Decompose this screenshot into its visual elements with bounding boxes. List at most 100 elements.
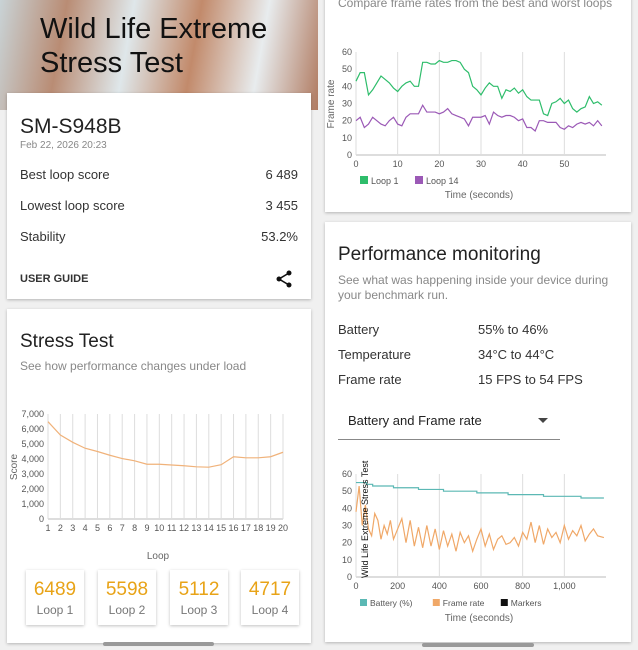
tile-score: 5598	[105, 579, 149, 600]
x-tick-label: 0	[353, 581, 358, 591]
x-tick-label: 9	[144, 523, 149, 533]
loop-tile[interactable]: 6489 Loop 1	[26, 570, 84, 625]
battery-line	[356, 481, 604, 499]
x-tick-label: 14	[204, 523, 214, 533]
x-tick-label: 8	[132, 523, 137, 533]
chart-type-dropdown[interactable]: Battery and Frame rate	[338, 406, 560, 440]
legend-swatch	[432, 599, 440, 606]
x-tick-label: 11	[167, 523, 176, 533]
value: 55% to 46%	[478, 322, 549, 337]
tile-score: 4717	[248, 579, 292, 600]
legend-label: Battery (%)	[370, 598, 413, 608]
compare-subtitle: Compare frame rates from the best and wo…	[338, 0, 613, 10]
x-axis-title: Loop	[147, 551, 170, 562]
x-tick-label: 19	[266, 523, 276, 533]
value: 3 455	[265, 198, 298, 213]
y-tick-label: 30	[342, 99, 352, 109]
x-tick-label: 6	[107, 523, 112, 533]
x-tick-label: 30	[476, 159, 486, 169]
x-tick-label: 600	[473, 581, 488, 591]
user-guide-button[interactable]: USER GUIDE	[20, 273, 89, 285]
summary-card: SM-S948B Feb 22, 2026 20:23 Best loop sc…	[7, 93, 311, 299]
value: 15 FPS to 54 FPS	[478, 372, 583, 387]
perf-title: Performance monitoring	[338, 244, 541, 265]
stability-row: Stability 53.2%	[20, 229, 298, 244]
legend-swatch	[360, 176, 368, 184]
y-tick-label: 60	[342, 469, 352, 479]
y-tick-label: 50	[342, 486, 352, 496]
x-tick-label: 3	[70, 523, 75, 533]
x-tick-label: 18	[253, 523, 263, 533]
tile-label: Loop 1	[36, 603, 74, 617]
x-tick-label: 12	[179, 523, 189, 533]
x-tick-label: 20	[434, 159, 444, 169]
perf-subtitle: See what was happening inside your devic…	[338, 273, 609, 302]
y-axis-title: Score	[9, 454, 20, 481]
stress-subtitle: See how performance changes under load	[20, 359, 247, 373]
y-tick-label: 40	[342, 503, 352, 513]
legend-swatch	[415, 176, 423, 184]
x-tick-label: 10	[154, 523, 164, 533]
y-tick-label: 0	[39, 514, 44, 524]
frame-rate-compare-chart: 0 10 20 30 40 50 60 0 10 20 30 40 50 Loop 1 Loop 14 Tim…	[326, 47, 606, 201]
series-line-loop-14	[355, 103, 603, 132]
x-tick-label: 1	[45, 523, 50, 533]
x-tick-label: 40	[518, 159, 528, 169]
value: 6 489	[265, 167, 298, 182]
y-axis-title: Frame rate	[326, 79, 337, 128]
value: 53.2%	[261, 229, 298, 244]
x-tick-label: 7	[120, 523, 125, 533]
lowest-loop-row: Lowest loop score 3 455	[20, 198, 298, 213]
x-tick-label: 13	[191, 523, 201, 533]
y-tick-label: 6,000	[21, 424, 44, 434]
y-tick-label: 3,000	[21, 469, 44, 479]
loop-tile[interactable]: 5598 Loop 2	[98, 570, 156, 625]
y-tick-label: 40	[342, 81, 352, 91]
y-tick-label: 0	[347, 150, 352, 160]
legend-label: Loop 1	[371, 176, 399, 186]
legend-label: Frame rate	[443, 598, 485, 608]
horizontal-scrollbar[interactable]	[422, 643, 534, 647]
legend-swatch	[500, 599, 508, 606]
x-tick-label: 20	[278, 523, 288, 533]
loop-tile[interactable]: 5112 Loop 3	[170, 570, 228, 625]
label: Lowest loop score	[20, 198, 125, 213]
y-tick-label: 7,000	[21, 409, 44, 419]
legend-swatch	[360, 599, 367, 606]
label: Frame rate	[338, 372, 402, 387]
x-tick-label: 400	[432, 581, 447, 591]
temperature-row: Temperature 34°C to 44°C	[338, 347, 554, 362]
horizontal-scrollbar[interactable]	[103, 642, 214, 646]
battery-row: Battery 55% to 46%	[338, 322, 548, 337]
tile-score: 5112	[178, 579, 220, 600]
x-tick-label: 17	[241, 523, 251, 533]
y-tick-label: 4,000	[21, 454, 44, 464]
header-banner: Wild Life Extreme Stress Test	[0, 0, 318, 110]
x-tick-label: 1,000	[553, 581, 576, 591]
y-tick-label: 2,000	[21, 484, 44, 494]
x-tick-label: 16	[229, 523, 239, 533]
legend-label: Markers	[511, 598, 542, 608]
best-loop-row: Best loop score 6 489	[20, 167, 298, 182]
x-tick-label: 2	[58, 523, 63, 533]
series-line-loop-1	[355, 59, 603, 117]
legend-label: Loop 14	[426, 176, 459, 186]
share-icon[interactable]	[275, 270, 293, 288]
x-tick-label: 800	[515, 581, 530, 591]
tile-label: Loop 2	[108, 603, 146, 617]
x-tick-label: 10	[393, 159, 403, 169]
label: Battery	[338, 322, 380, 337]
value: 34°C to 44°C	[478, 347, 555, 362]
frame-rate-row: Frame rate 15 FPS to 54 FPS	[338, 372, 583, 387]
performance-card: Performance monitoring See what was happ…	[325, 222, 631, 642]
tile-label: Loop 4	[251, 603, 289, 617]
y-tick-label: 10	[342, 555, 352, 565]
x-tick-label: 15	[216, 523, 226, 533]
label: Best loop score	[20, 167, 110, 182]
loop-tile[interactable]: 4717 Loop 4	[241, 570, 299, 625]
tile-label: Loop 3	[180, 603, 218, 617]
x-tick-label: 200	[390, 581, 405, 591]
y-tick-label: 5,000	[21, 439, 44, 449]
y-tick-label: 60	[342, 47, 352, 57]
